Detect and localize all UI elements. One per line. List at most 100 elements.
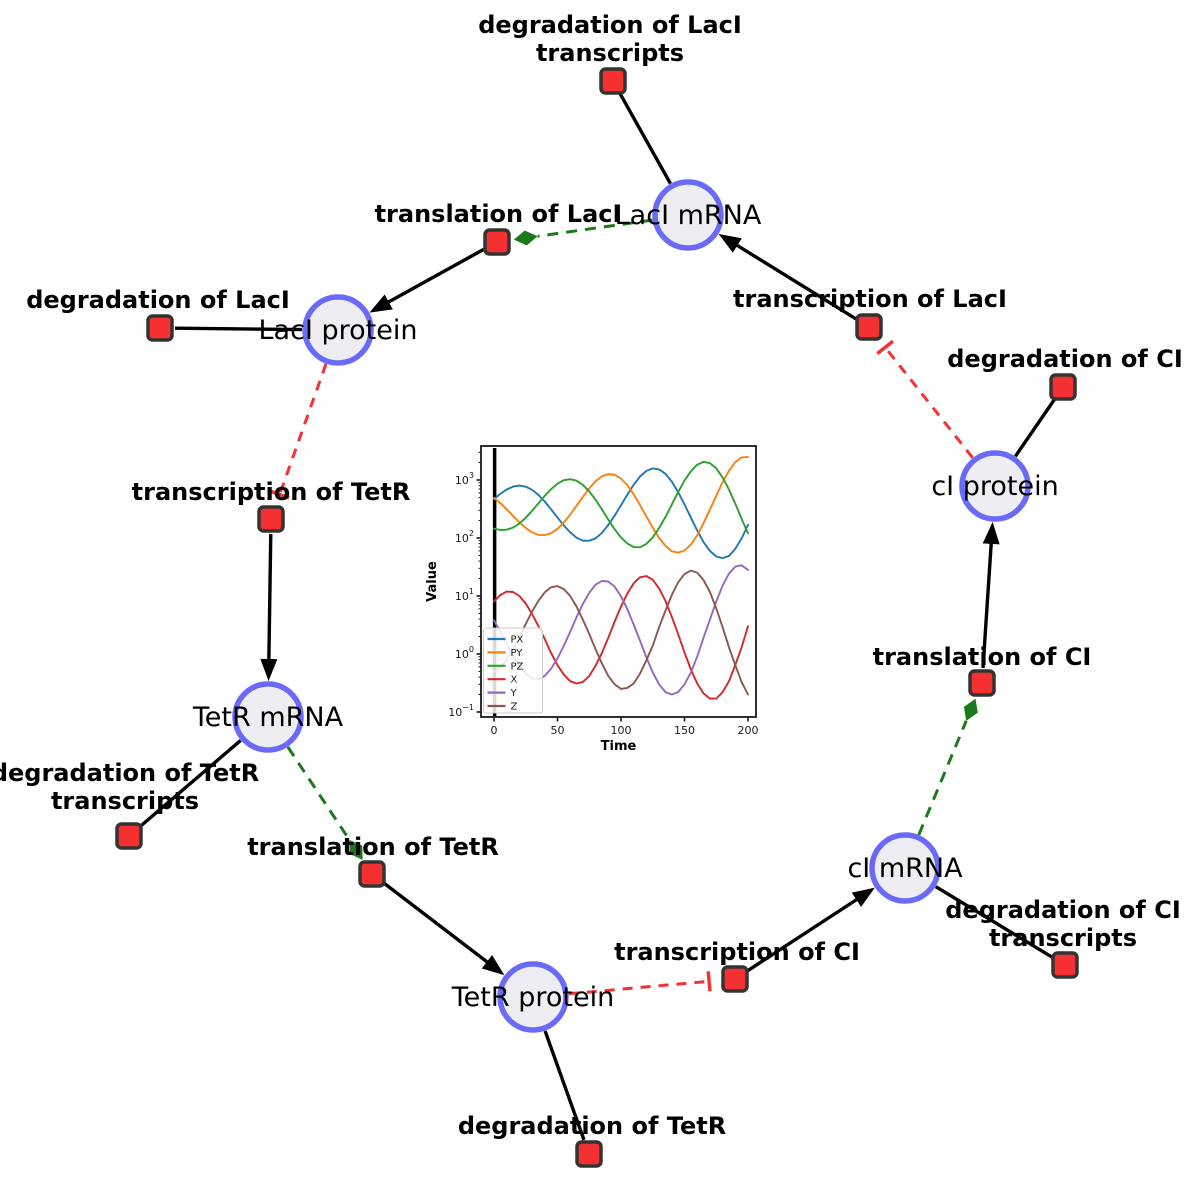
legend-label-PZ: PZ [511, 661, 524, 672]
consumption-line [1013, 398, 1056, 458]
consumption-line [934, 885, 1054, 959]
legend-label-PY: PY [511, 648, 524, 659]
edge-inhibition-laci_protein-txn_tetr [269, 363, 328, 500]
production-line [382, 881, 490, 965]
chart-series-X [493, 575, 749, 700]
arrowhead-icon [851, 887, 875, 907]
reaction-node-deg_laci_tx [599, 67, 627, 95]
diamond-arrowhead-icon [963, 698, 978, 721]
species-node-ci_protein [959, 450, 1031, 522]
species-label-ci_protein: cI protein [931, 471, 1058, 502]
legend-label-PX: PX [511, 635, 524, 646]
chart-series-PZ [493, 460, 749, 549]
legend-label-Z: Z [511, 702, 518, 713]
edge-arrow-transl_tetr-tetr_protein [382, 881, 505, 976]
chart-series-PX [493, 467, 749, 560]
species-node-laci_mrna [652, 179, 724, 251]
edge-arrow-transl_laci-laci_protein [369, 247, 485, 313]
chart-legend: PX PY PZ XYZ [483, 627, 543, 714]
edge-catalysis-tetr_mrna-transl_tetr [286, 746, 363, 860]
inhibition-tbar-icon [876, 339, 895, 355]
arrowhead-icon [369, 294, 393, 313]
reaction-node-deg_tetr [575, 1140, 603, 1168]
reaction-label-deg_laci: degradation of LacI [26, 286, 290, 314]
reaction-label-deg_laci_tx: degradation of LacI transcripts [478, 11, 742, 67]
reaction-node-txn_ci [721, 965, 749, 993]
production-line [746, 897, 860, 973]
species-label-ci_mrna: cI mRNA [847, 853, 963, 884]
legend-label-Y: Y [510, 688, 518, 699]
species-node-tetr_mrna [232, 681, 304, 753]
reaction-label-transl_ci: translation of CI [873, 643, 1092, 671]
legend-label-X: X [511, 675, 518, 686]
reaction-label-txn_ci: transcription of CI [614, 938, 860, 966]
production-line [386, 247, 485, 305]
edge-arrow-txn_laci-laci_mrna [718, 233, 858, 321]
edge-arrow-transl_ci-ci_protein [981, 521, 1000, 669]
reaction-node-transl_ci [968, 669, 996, 697]
species-node-laci_protein [302, 294, 374, 366]
y-axis-label: Value [425, 561, 440, 602]
arrowhead-icon [982, 521, 1000, 545]
reaction-node-deg_ci [1049, 373, 1077, 401]
consumption-line [543, 1030, 586, 1141]
reaction-node-txn_laci [855, 313, 883, 341]
x-axis-label: Time [601, 739, 637, 754]
inhibition-tbar-icon [269, 489, 290, 500]
reaction-label-deg_ci_tx: degradation of CI transcripts [945, 896, 1181, 952]
consumption-line [139, 739, 242, 828]
edge-line-ci_protein-deg_ci [1013, 398, 1056, 458]
consumption-line [174, 326, 303, 332]
species-label-tetr_mrna: TetR mRNA [192, 702, 344, 733]
reaction-node-transl_tetr [358, 860, 386, 888]
species-node-ci_mrna [869, 832, 941, 904]
edge-arrow-txn_tetr-tetr_mrna [260, 533, 278, 682]
edge-catalysis-ci_mrna-transl_ci [917, 698, 978, 836]
edges-layer [139, 93, 1056, 1141]
edge-line-tetr_mrna-deg_tetr_tx [139, 739, 242, 828]
y-tick-label: 102 [455, 529, 474, 545]
reaction-node-txn_tetr [257, 505, 285, 533]
diamond-arrowhead-icon [513, 230, 538, 246]
reaction-label-txn_laci: transcription of LacI [733, 285, 1007, 313]
inhibition-tbar-icon [706, 971, 712, 992]
inhibition-dashed-line [568, 979, 710, 996]
y-tick-label: 101 [455, 587, 474, 603]
x-tick-label: 50 [551, 724, 565, 737]
catalysis-dashed-line [917, 720, 968, 836]
arrowhead-icon [260, 658, 278, 682]
reaction-label-transl_laci: translation of LacI [375, 200, 622, 228]
chart-series-PY [493, 456, 749, 554]
consumption-line [618, 93, 672, 185]
x-tick-label: 100 [611, 724, 632, 737]
edge-arrow-txn_ci-ci_mrna [746, 887, 875, 973]
inhibition-dashed-line [883, 346, 974, 459]
edge-inhibition-tetr_protein-txn_ci [568, 971, 712, 996]
species-label-tetr_protein: TetR protein [451, 982, 614, 1013]
species-node-tetr_protein [497, 961, 569, 1033]
reaction-node-transl_laci [483, 228, 511, 256]
reaction-label-deg_tetr_tx: degradation of TetR transcripts [0, 759, 259, 815]
reaction-node-deg_tetr_tx [115, 822, 143, 850]
reaction-label-transl_tetr: translation of TetR [247, 833, 499, 861]
diamond-arrowhead-icon [349, 839, 363, 860]
arrowhead-icon [481, 955, 505, 976]
edge-line-deg_laci-laci_protein [174, 326, 303, 332]
reaction-label-txn_tetr: transcription of TetR [132, 478, 411, 506]
y-tick-label: 100 [455, 645, 474, 661]
reaction-label-deg_ci: degradation of CI [947, 345, 1183, 373]
production-line [267, 533, 273, 662]
labels-layer: LacI mRNA LacI protein TetR mRNA TetR prote… [0, 11, 1183, 1140]
y-tick-label: 10−1 [448, 703, 474, 719]
arrowhead-icon [718, 233, 742, 253]
edge-catalysis-laci_mrna-transl_laci [513, 218, 653, 246]
edge-line-deg_laci_tx-laci_mrna [618, 93, 672, 185]
species-label-laci_mrna: LacI mRNA [615, 200, 762, 231]
nodes-layer [115, 67, 1079, 1168]
reaction-node-deg_ci_tx [1051, 951, 1079, 979]
x-tick-label: 150 [674, 724, 695, 737]
production-line [734, 243, 858, 321]
